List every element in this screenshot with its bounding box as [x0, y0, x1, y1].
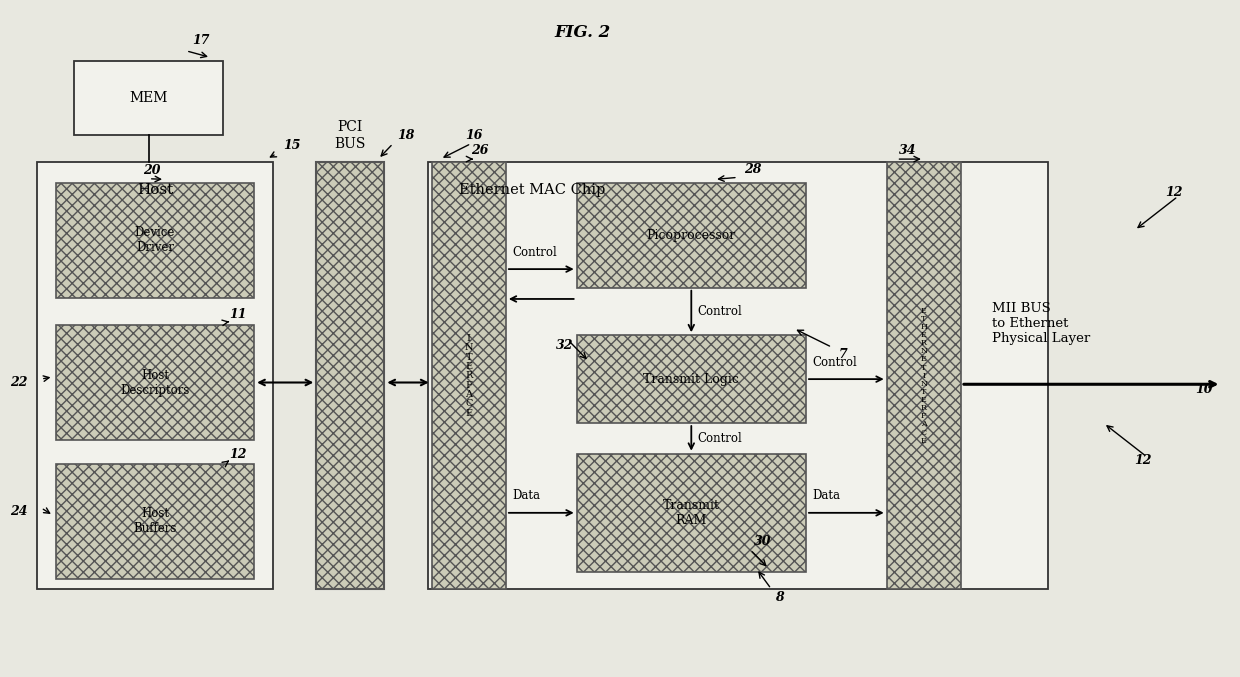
Text: 15: 15 — [283, 139, 300, 152]
Text: Control: Control — [512, 246, 557, 259]
Text: 30: 30 — [754, 535, 771, 548]
Bar — [577, 454, 806, 572]
Bar — [74, 61, 223, 135]
Text: E
T
H
E
R
N
E
T
I
N
T
E
R
F
A
C
E: E T H E R N E T I N T E R F A C E — [920, 307, 928, 445]
Text: 17: 17 — [192, 34, 210, 47]
Bar — [428, 162, 1048, 589]
Text: 34: 34 — [899, 144, 916, 158]
Text: Control: Control — [697, 432, 743, 445]
Text: MII BUS
to Ethernet
Physical Layer: MII BUS to Ethernet Physical Layer — [992, 302, 1090, 345]
Text: 12: 12 — [229, 448, 247, 462]
Bar — [56, 325, 254, 440]
Text: Control: Control — [697, 305, 743, 318]
Text: 12: 12 — [1135, 454, 1152, 467]
Text: 12: 12 — [1166, 186, 1183, 200]
Text: 10: 10 — [1195, 383, 1213, 396]
Text: Host: Host — [136, 183, 174, 196]
Text: 11: 11 — [229, 307, 247, 321]
Text: 24: 24 — [10, 504, 27, 518]
Text: 20: 20 — [143, 164, 160, 177]
Text: 7: 7 — [838, 347, 847, 361]
Text: Host
Buffers: Host Buffers — [134, 507, 176, 536]
Bar — [37, 162, 273, 589]
Text: Host
Descriptors: Host Descriptors — [120, 368, 190, 397]
Text: Transmit Logic: Transmit Logic — [644, 372, 739, 386]
Text: Picoprocessor: Picoprocessor — [647, 229, 735, 242]
Text: Control: Control — [812, 355, 857, 369]
Text: 8: 8 — [775, 590, 784, 604]
Bar — [887, 162, 961, 589]
Bar — [432, 162, 506, 589]
Text: 18: 18 — [397, 129, 414, 142]
Bar — [316, 162, 384, 589]
Text: 32: 32 — [556, 338, 573, 352]
Text: Ethernet MAC Chip: Ethernet MAC Chip — [459, 183, 605, 196]
Text: FIG. 2: FIG. 2 — [554, 24, 611, 41]
Text: Transmit
RAM: Transmit RAM — [663, 499, 719, 527]
Text: Data: Data — [812, 489, 841, 502]
Text: PCI
BUS: PCI BUS — [335, 121, 366, 150]
Bar — [577, 335, 806, 423]
Text: 16: 16 — [465, 129, 482, 142]
Bar — [56, 183, 254, 298]
Text: Data: Data — [512, 489, 541, 502]
Text: 22: 22 — [10, 376, 27, 389]
Text: MEM: MEM — [130, 91, 167, 105]
Text: I
N
T
E
R
F
A
C
E: I N T E R F A C E — [465, 334, 472, 418]
Text: Device
Driver: Device Driver — [135, 226, 175, 255]
Text: 28: 28 — [744, 162, 761, 176]
Bar — [577, 183, 806, 288]
Text: 26: 26 — [471, 144, 489, 158]
Bar — [56, 464, 254, 579]
